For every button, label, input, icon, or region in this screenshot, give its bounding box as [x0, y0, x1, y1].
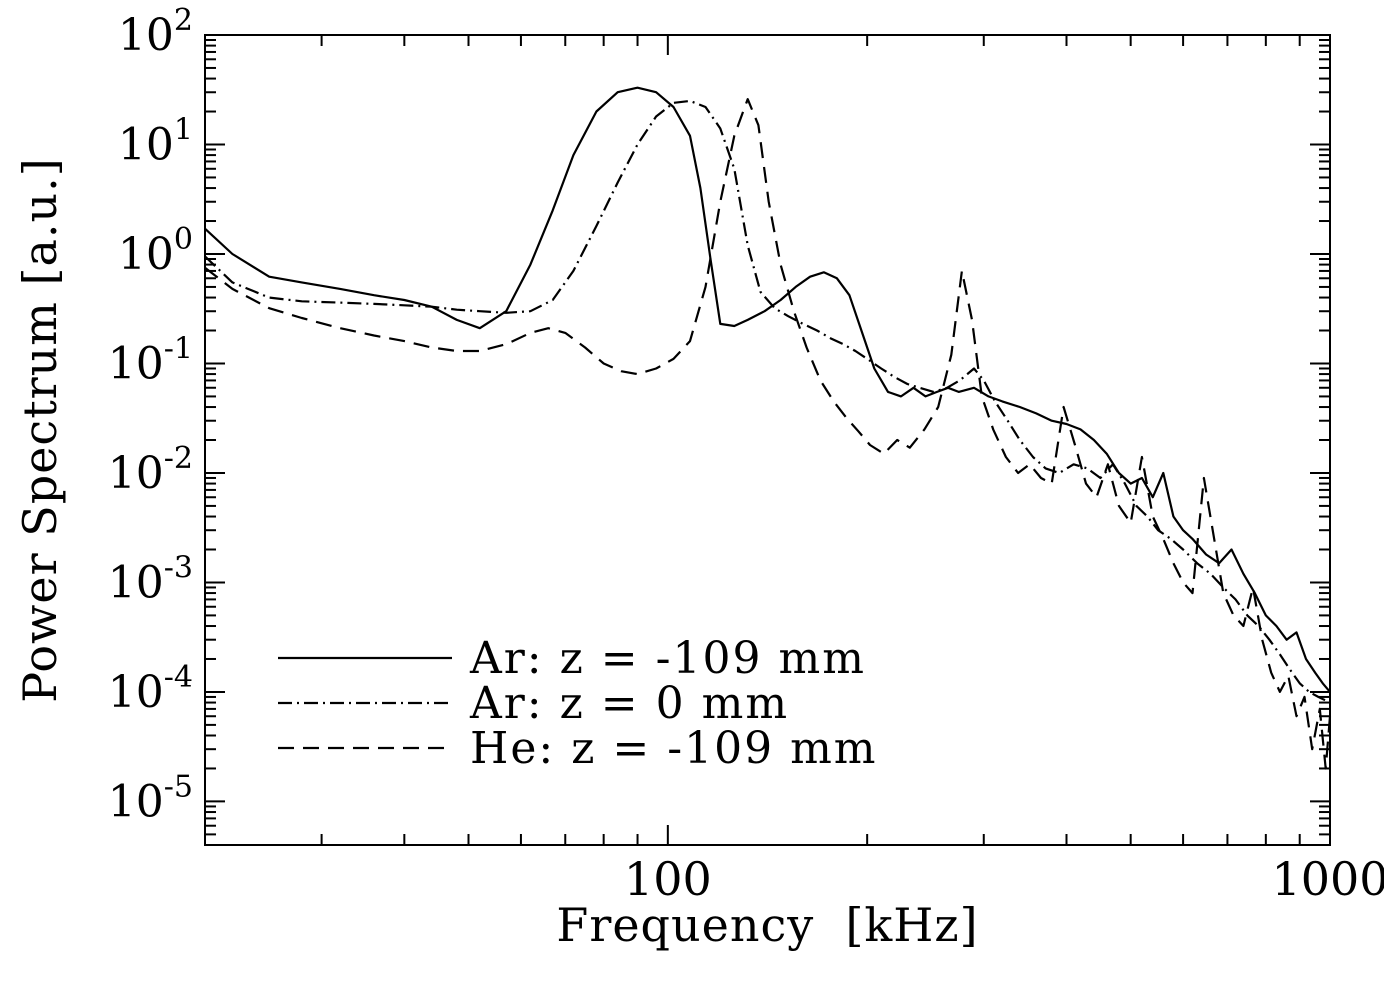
y-tick-label: 10-5 [108, 769, 193, 827]
x-axis-title: Frequency [kHz] [556, 898, 979, 952]
axis-ticks [205, 34, 1331, 845]
y-tick-label: 10-3 [108, 550, 193, 608]
y-tick-label: 101 [118, 112, 193, 170]
y-axis-title: Power Spectrum [a.u.] [13, 157, 67, 703]
tick-labels: 102 101 100 10-1 10-2 10-3 10-4 10-5 100 1000 [108, 3, 1384, 906]
x-tick-label: 100 [624, 852, 712, 906]
series-line-ar-z-109-mm [204, 86, 1331, 693]
y-tick-label: 10-2 [108, 441, 193, 499]
legend-label: Ar: z = 0 mm [469, 678, 789, 729]
legend-label: He: z = -109 mm [470, 723, 878, 774]
y-tick-label: 102 [118, 3, 193, 61]
legend-label: Ar: z = -109 mm [469, 633, 866, 684]
series-line-he-z-109-mm [204, 98, 1332, 770]
y-tick-label: 10-1 [108, 331, 193, 389]
y-tick-label: 10-4 [108, 660, 193, 718]
x-tick-label: 1000 [1271, 852, 1384, 906]
series-line-ar-z-0-mm [204, 99, 1331, 704]
y-tick-label: 100 [118, 222, 193, 280]
